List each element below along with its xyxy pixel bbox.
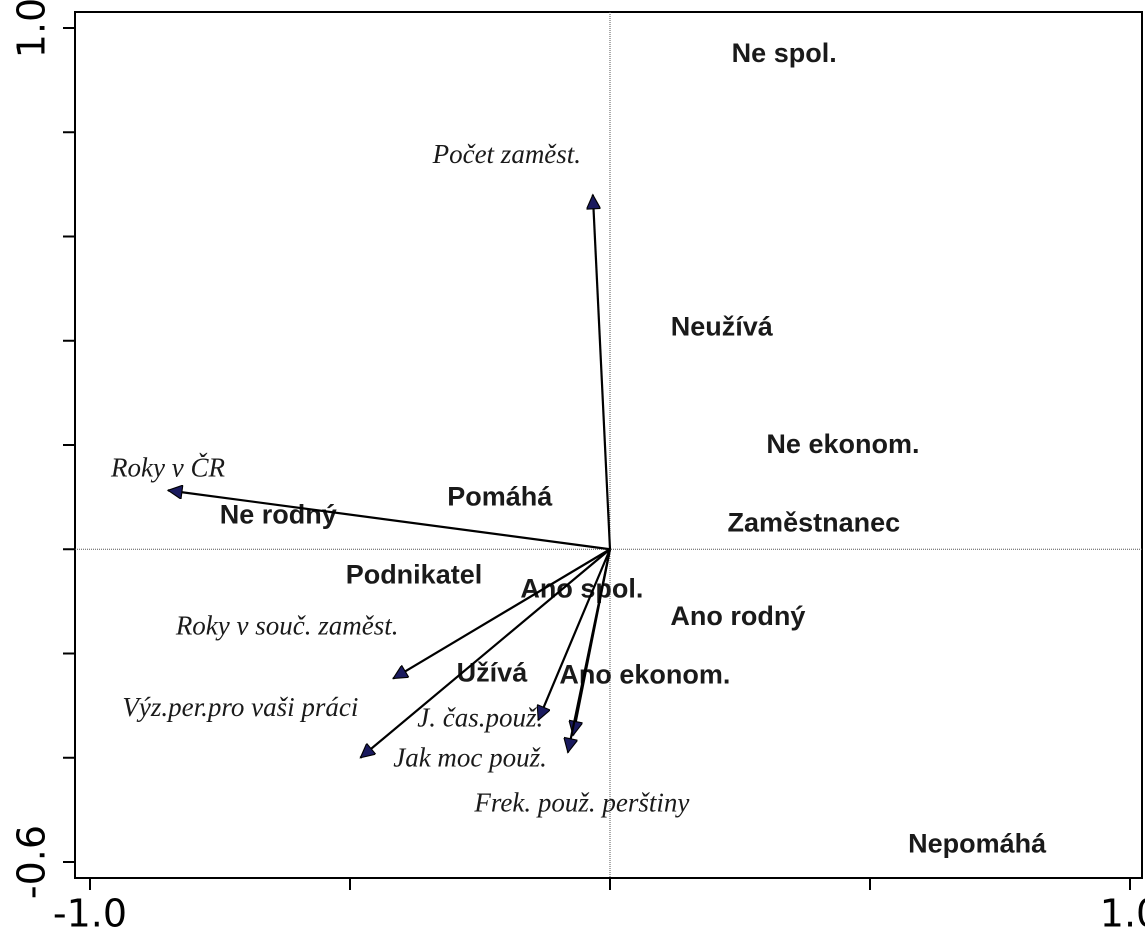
arrow-label: Roky v souč. zaměst. — [175, 611, 399, 641]
arrow-label: Jak moc použ. — [393, 743, 547, 773]
arrow-label: Roky v ČR — [110, 453, 225, 483]
point-label: Ano rodný — [670, 601, 805, 631]
point-label: Nepomáhá — [908, 828, 1047, 858]
point-label: Užívá — [457, 657, 529, 687]
arrow — [393, 548, 611, 680]
arrow-label: Frek. použ. perštiny — [473, 788, 689, 818]
point-label: Zaměstnanec — [728, 507, 901, 537]
point-label: Pomáhá — [447, 481, 553, 511]
arrow — [568, 549, 612, 752]
point-label: Ne spol. — [732, 38, 837, 68]
point-label: Ne ekonom. — [766, 429, 919, 459]
arrow — [593, 195, 612, 550]
y-tick-label: 1.0 — [10, 0, 54, 58]
y-tick-label: -0.6 — [10, 825, 54, 899]
plot-frame — [74, 11, 1143, 879]
arrow-label: Výz.per.pro vaši práci — [122, 692, 358, 722]
x-tick-label: 1.0 — [1100, 892, 1145, 936]
arrow — [168, 490, 611, 551]
arrow-label: Počet zaměst. — [432, 139, 581, 169]
arrow-label: J. čas.použ. — [417, 702, 543, 732]
x-tick-label: -1.0 — [53, 892, 127, 936]
arrow — [538, 548, 612, 720]
arrow — [360, 548, 611, 759]
point-label: Podnikatel — [346, 559, 483, 589]
point-label: Ano spol. — [520, 574, 643, 604]
point-label: Neužívá — [671, 311, 774, 341]
